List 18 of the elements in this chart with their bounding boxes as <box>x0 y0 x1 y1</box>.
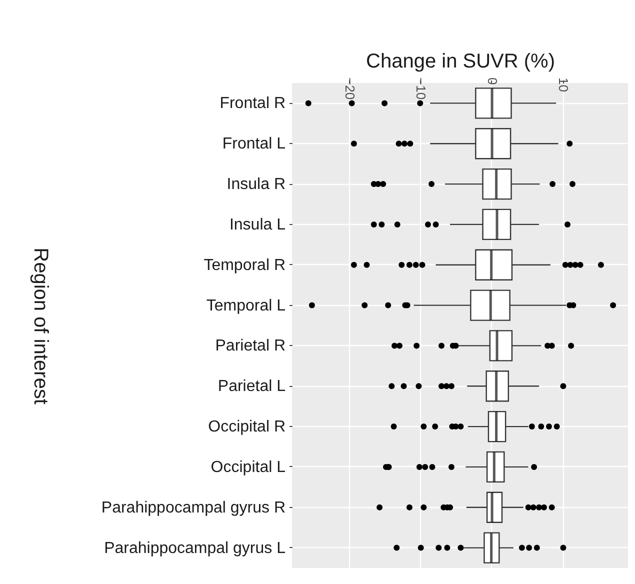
y-tick-label: Occipital L <box>210 458 286 476</box>
x-tick-label: −20 <box>342 78 358 100</box>
y-tick-label: Frontal L <box>222 136 286 153</box>
y-tick-label: Temporal R <box>204 256 286 274</box>
x-tick-label: 0 <box>484 78 500 85</box>
y-tick-label: Insula L <box>229 216 286 234</box>
y-tick-label: Parahippocampal gyrus R <box>101 499 286 516</box>
y-tick-label: Parietal L <box>218 378 286 396</box>
y-tick-label: Occipital R <box>208 418 286 436</box>
y-tick-label: Temporal L <box>206 297 286 314</box>
x-axis-title: Change in SUVR (%) <box>366 50 555 72</box>
y-tick-label: Parahippocampal gyrus L <box>104 540 286 557</box>
x-tick-label: 10 <box>556 78 572 92</box>
y-tick-label: Frontal R <box>220 95 286 112</box>
x-tick-label: −10 <box>414 78 429 100</box>
y-tick-label: Insula R <box>226 176 286 194</box>
y-tick-label: Parietal R <box>215 338 286 355</box>
y-axis-title: Region of interest <box>30 248 52 405</box>
